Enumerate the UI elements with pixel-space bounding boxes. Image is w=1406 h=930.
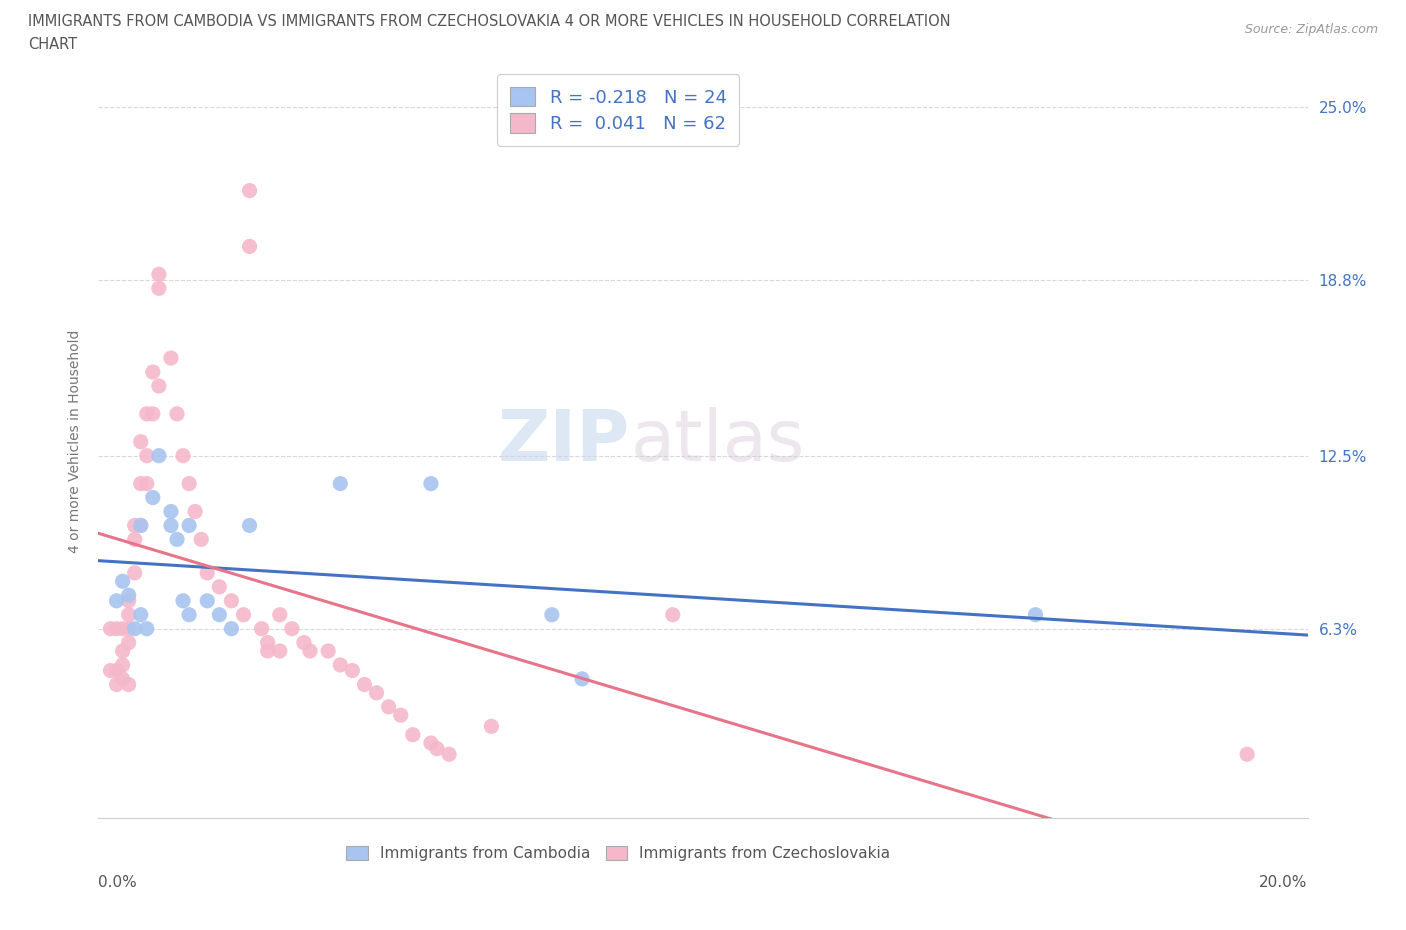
- Point: [184, 504, 207, 519]
- Point: [269, 607, 291, 622]
- Text: CHART: CHART: [28, 37, 77, 52]
- Point: [329, 658, 352, 672]
- Point: [540, 607, 562, 622]
- Point: [160, 518, 183, 533]
- Point: [129, 476, 152, 491]
- Point: [208, 579, 231, 594]
- Point: [366, 685, 388, 700]
- Point: [118, 621, 141, 636]
- Point: [420, 476, 443, 491]
- Point: [142, 490, 165, 505]
- Point: [239, 239, 262, 254]
- Point: [148, 281, 170, 296]
- Point: [148, 448, 170, 463]
- Point: [100, 621, 122, 636]
- Point: [195, 593, 218, 608]
- Point: [118, 607, 141, 622]
- Point: [179, 476, 201, 491]
- Point: [111, 644, 134, 658]
- Point: [111, 574, 134, 589]
- Point: [195, 565, 218, 580]
- Point: [118, 588, 141, 603]
- Legend: Immigrants from Cambodia, Immigrants from Czechoslovakia: Immigrants from Cambodia, Immigrants fro…: [340, 840, 897, 868]
- Text: ZIP: ZIP: [498, 407, 630, 476]
- Point: [342, 663, 364, 678]
- Point: [420, 736, 443, 751]
- Point: [160, 504, 183, 519]
- Point: [135, 406, 157, 421]
- Point: [148, 267, 170, 282]
- Point: [1236, 747, 1258, 762]
- Point: [239, 518, 262, 533]
- Text: 20.0%: 20.0%: [1260, 875, 1308, 890]
- Point: [129, 434, 152, 449]
- Point: [1024, 607, 1046, 622]
- Point: [179, 518, 201, 533]
- Point: [111, 671, 134, 686]
- Point: [160, 351, 183, 365]
- Point: [105, 621, 128, 636]
- Point: [190, 532, 212, 547]
- Point: [481, 719, 503, 734]
- Point: [329, 476, 352, 491]
- Point: [256, 635, 278, 650]
- Point: [402, 727, 425, 742]
- Text: Source: ZipAtlas.com: Source: ZipAtlas.com: [1244, 23, 1378, 36]
- Point: [105, 593, 128, 608]
- Point: [571, 671, 593, 686]
- Point: [316, 644, 339, 658]
- Point: [232, 607, 254, 622]
- Point: [129, 607, 152, 622]
- Point: [142, 365, 165, 379]
- Point: [118, 593, 141, 608]
- Point: [166, 406, 188, 421]
- Point: [124, 565, 146, 580]
- Point: [118, 635, 141, 650]
- Point: [292, 635, 315, 650]
- Point: [389, 708, 412, 723]
- Point: [221, 593, 243, 608]
- Point: [221, 621, 243, 636]
- Point: [118, 677, 141, 692]
- Point: [135, 476, 157, 491]
- Point: [661, 607, 683, 622]
- Point: [148, 379, 170, 393]
- Point: [135, 621, 157, 636]
- Point: [281, 621, 304, 636]
- Point: [129, 518, 152, 533]
- Point: [166, 532, 188, 547]
- Text: 0.0%: 0.0%: [98, 875, 138, 890]
- Point: [179, 607, 201, 622]
- Point: [111, 621, 134, 636]
- Point: [172, 448, 194, 463]
- Point: [135, 448, 157, 463]
- Point: [142, 406, 165, 421]
- Point: [129, 518, 152, 533]
- Point: [269, 644, 291, 658]
- Point: [124, 532, 146, 547]
- Point: [105, 677, 128, 692]
- Point: [353, 677, 375, 692]
- Point: [172, 593, 194, 608]
- Point: [437, 747, 460, 762]
- Point: [377, 699, 399, 714]
- Point: [105, 663, 128, 678]
- Point: [299, 644, 322, 658]
- Point: [250, 621, 273, 636]
- Point: [100, 663, 122, 678]
- Point: [256, 644, 278, 658]
- Text: IMMIGRANTS FROM CAMBODIA VS IMMIGRANTS FROM CZECHOSLOVAKIA 4 OR MORE VEHICLES IN: IMMIGRANTS FROM CAMBODIA VS IMMIGRANTS F…: [28, 14, 950, 29]
- Point: [111, 658, 134, 672]
- Text: atlas: atlas: [630, 407, 804, 476]
- Y-axis label: 4 or more Vehicles in Household: 4 or more Vehicles in Household: [69, 330, 83, 553]
- Point: [124, 621, 146, 636]
- Point: [239, 183, 262, 198]
- Point: [208, 607, 231, 622]
- Point: [124, 518, 146, 533]
- Point: [426, 741, 449, 756]
